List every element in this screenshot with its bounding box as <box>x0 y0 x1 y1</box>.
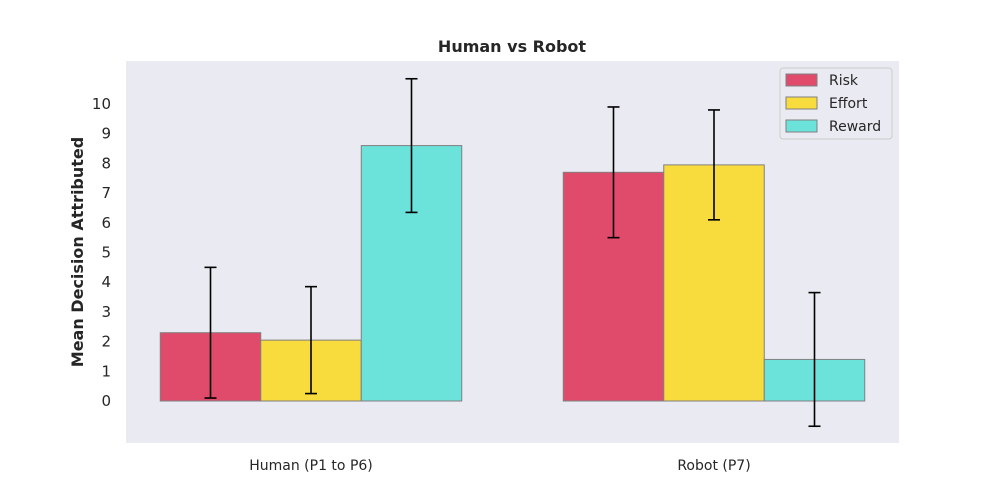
error-bar <box>204 266 217 399</box>
y-tick-label: 5 <box>101 244 111 262</box>
legend: Risk Effort Reward <box>779 67 893 140</box>
y-tick-label: 8 <box>101 154 111 172</box>
x-tick-labels: Human (P1 to P6) Robot (P7) <box>249 458 750 474</box>
y-tick-label: 4 <box>101 273 111 291</box>
y-tick-labels: 0 1 2 3 4 5 6 7 8 9 10 <box>92 95 111 410</box>
y-tick-label: 7 <box>101 184 111 202</box>
y-axis-label: Mean Decision Attributed <box>68 137 87 367</box>
error-bar <box>808 291 821 428</box>
y-tick-label: 0 <box>101 392 111 410</box>
error-bar <box>708 109 720 221</box>
error-bar <box>607 106 620 239</box>
y-tick-label: 3 <box>101 303 111 321</box>
error-bar <box>405 77 418 214</box>
legend-swatch-effort <box>785 96 818 110</box>
y-tick-label: 2 <box>101 333 111 351</box>
legend-label-reward: Reward <box>829 119 881 135</box>
legend-swatch-reward <box>785 119 818 133</box>
legend-swatch-risk <box>785 73 818 87</box>
error-bar <box>305 285 317 395</box>
error-bars <box>204 77 821 428</box>
y-tick-label: 6 <box>101 214 111 232</box>
x-tick-label: Robot (P7) <box>677 458 750 474</box>
x-tick-label: Human (P1 to P6) <box>249 458 373 474</box>
y-tick-label: 10 <box>92 95 111 113</box>
chart-title: Human vs Robot <box>438 37 586 56</box>
legend-label-risk: Risk <box>829 73 859 89</box>
legend-label-effort: Effort <box>829 96 868 112</box>
y-tick-label: 9 <box>101 125 111 143</box>
y-tick-label: 1 <box>101 362 111 380</box>
